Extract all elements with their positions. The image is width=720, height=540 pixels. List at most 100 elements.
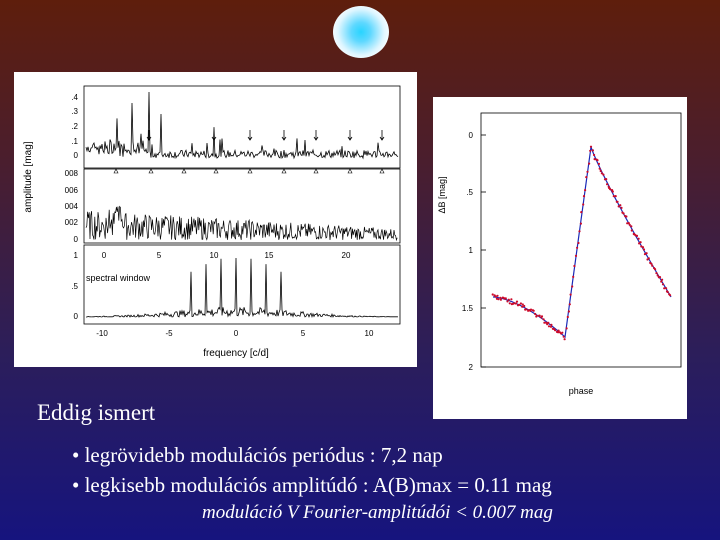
upper-x-tick: 0 xyxy=(102,251,107,260)
residual-spectrum-trace xyxy=(85,205,398,242)
photometric-point xyxy=(499,298,502,301)
window-triangle-marker xyxy=(213,168,219,174)
spectrum-frame xyxy=(83,244,401,325)
photometric-point xyxy=(565,327,568,330)
lower-x-tick: -5 xyxy=(165,329,173,338)
photometric-point xyxy=(557,329,560,332)
panel-bottom-y-tick: .5 xyxy=(71,282,78,291)
delta-b-axis-label: ΔB [mag] xyxy=(437,176,447,213)
photometric-point xyxy=(589,149,592,152)
photometric-point xyxy=(515,300,519,303)
amplitude-spectrum-trace xyxy=(85,91,399,160)
fourier-amplitude-note: moduláció V Fourier-amplitúdói < 0.007 m… xyxy=(202,502,553,523)
photometric-point xyxy=(612,195,615,198)
photometric-point xyxy=(523,304,526,308)
window-triangle-marker xyxy=(347,168,353,174)
photometric-point xyxy=(496,294,499,297)
photometric-point xyxy=(655,272,658,275)
photometric-point xyxy=(540,315,544,318)
slide-heading: Eddig ismert xyxy=(37,400,156,425)
photometric-point xyxy=(606,183,609,186)
photometric-point xyxy=(499,296,502,299)
panel-top-y-tick: .1 xyxy=(71,137,78,146)
window-triangle-marker xyxy=(247,168,253,174)
spectrum-frame xyxy=(83,168,401,244)
photometric-point xyxy=(616,200,619,203)
photometric-point xyxy=(645,252,648,255)
photometric-point xyxy=(574,254,578,257)
photometric-point xyxy=(641,246,645,249)
photometric-point xyxy=(638,242,641,245)
photometric-point xyxy=(532,309,535,312)
upper-x-tick: 5 xyxy=(157,251,162,260)
panel-bottom-y-tick: 0 xyxy=(74,312,79,321)
photometric-point xyxy=(568,303,571,306)
photometric-point xyxy=(518,303,521,306)
photometric-point xyxy=(660,280,663,283)
photometric-point xyxy=(521,303,524,306)
photometric-point xyxy=(656,274,659,277)
photometric-point xyxy=(577,241,580,245)
spectrum-frame xyxy=(83,85,401,169)
peak-arrow-marker xyxy=(281,130,287,141)
spectral-window-trace xyxy=(86,257,399,319)
photometric-point xyxy=(643,253,647,256)
light-curve-figure: ΔB [mag] phase 0 .5 1 1.5 2 xyxy=(433,97,687,419)
photometric-point xyxy=(647,257,650,260)
photometric-point xyxy=(598,167,601,170)
window-triangle-marker xyxy=(313,168,319,174)
photometric-point xyxy=(497,298,500,301)
light-curve-frame xyxy=(480,112,682,368)
photometric-point xyxy=(589,145,593,148)
photometric-point xyxy=(630,229,633,232)
panel-mid-y-tick: 004 xyxy=(65,202,79,211)
lower-x-tick: 0 xyxy=(234,329,239,338)
photometric-point xyxy=(514,302,517,305)
photometric-point xyxy=(491,293,494,296)
upper-x-tick: 10 xyxy=(210,251,219,260)
photometric-point xyxy=(651,264,654,267)
photometric-point xyxy=(666,290,669,294)
photometric-point xyxy=(506,300,509,303)
photometric-point xyxy=(550,323,553,326)
photometric-point xyxy=(611,190,614,193)
panel-top-y-tick: 0 xyxy=(74,151,79,160)
blue-glow-logo-icon xyxy=(333,6,389,58)
amplitude-axis-label: amplitude [mag] xyxy=(23,141,34,212)
panel-mid-y-tick: 002 xyxy=(65,218,79,227)
photometric-point xyxy=(521,305,524,308)
photometric-point xyxy=(580,211,583,214)
photometric-point xyxy=(571,285,574,288)
photometric-point xyxy=(494,295,497,298)
photometric-point xyxy=(554,329,557,332)
photometric-point xyxy=(579,222,582,225)
panel-top-y-tick: .2 xyxy=(71,122,78,131)
peak-arrow-marker xyxy=(247,130,253,141)
photometric-point xyxy=(578,230,581,233)
photometric-point xyxy=(510,298,513,301)
photometric-point xyxy=(619,204,622,207)
photometric-point xyxy=(513,302,516,305)
photometric-point xyxy=(529,308,533,311)
panel-top-y-tick: .4 xyxy=(71,93,78,102)
photometric-point xyxy=(588,162,591,165)
peak-arrow-marker xyxy=(347,130,353,141)
photometric-point xyxy=(549,325,553,328)
photometric-point xyxy=(584,189,587,192)
delta-b-y-tick: 1.5 xyxy=(462,304,474,313)
photometric-point xyxy=(617,205,620,208)
photometric-point xyxy=(525,308,528,311)
delta-b-y-tick: .5 xyxy=(466,188,473,197)
photometric-point xyxy=(562,335,565,338)
bullet-shortest-period: • legrövidebb modulációs periódus : 7,2 … xyxy=(72,443,443,467)
photometric-point xyxy=(626,222,629,225)
lower-x-tick: 10 xyxy=(365,329,374,338)
photometric-point xyxy=(669,294,672,297)
photometric-point xyxy=(582,203,585,206)
photometric-point xyxy=(605,178,608,181)
photometric-point xyxy=(602,173,605,176)
spectral-window-label: spectral window xyxy=(86,273,151,283)
photometric-point xyxy=(542,318,545,321)
peak-arrow-marker xyxy=(313,130,319,141)
photometric-point xyxy=(599,169,602,173)
